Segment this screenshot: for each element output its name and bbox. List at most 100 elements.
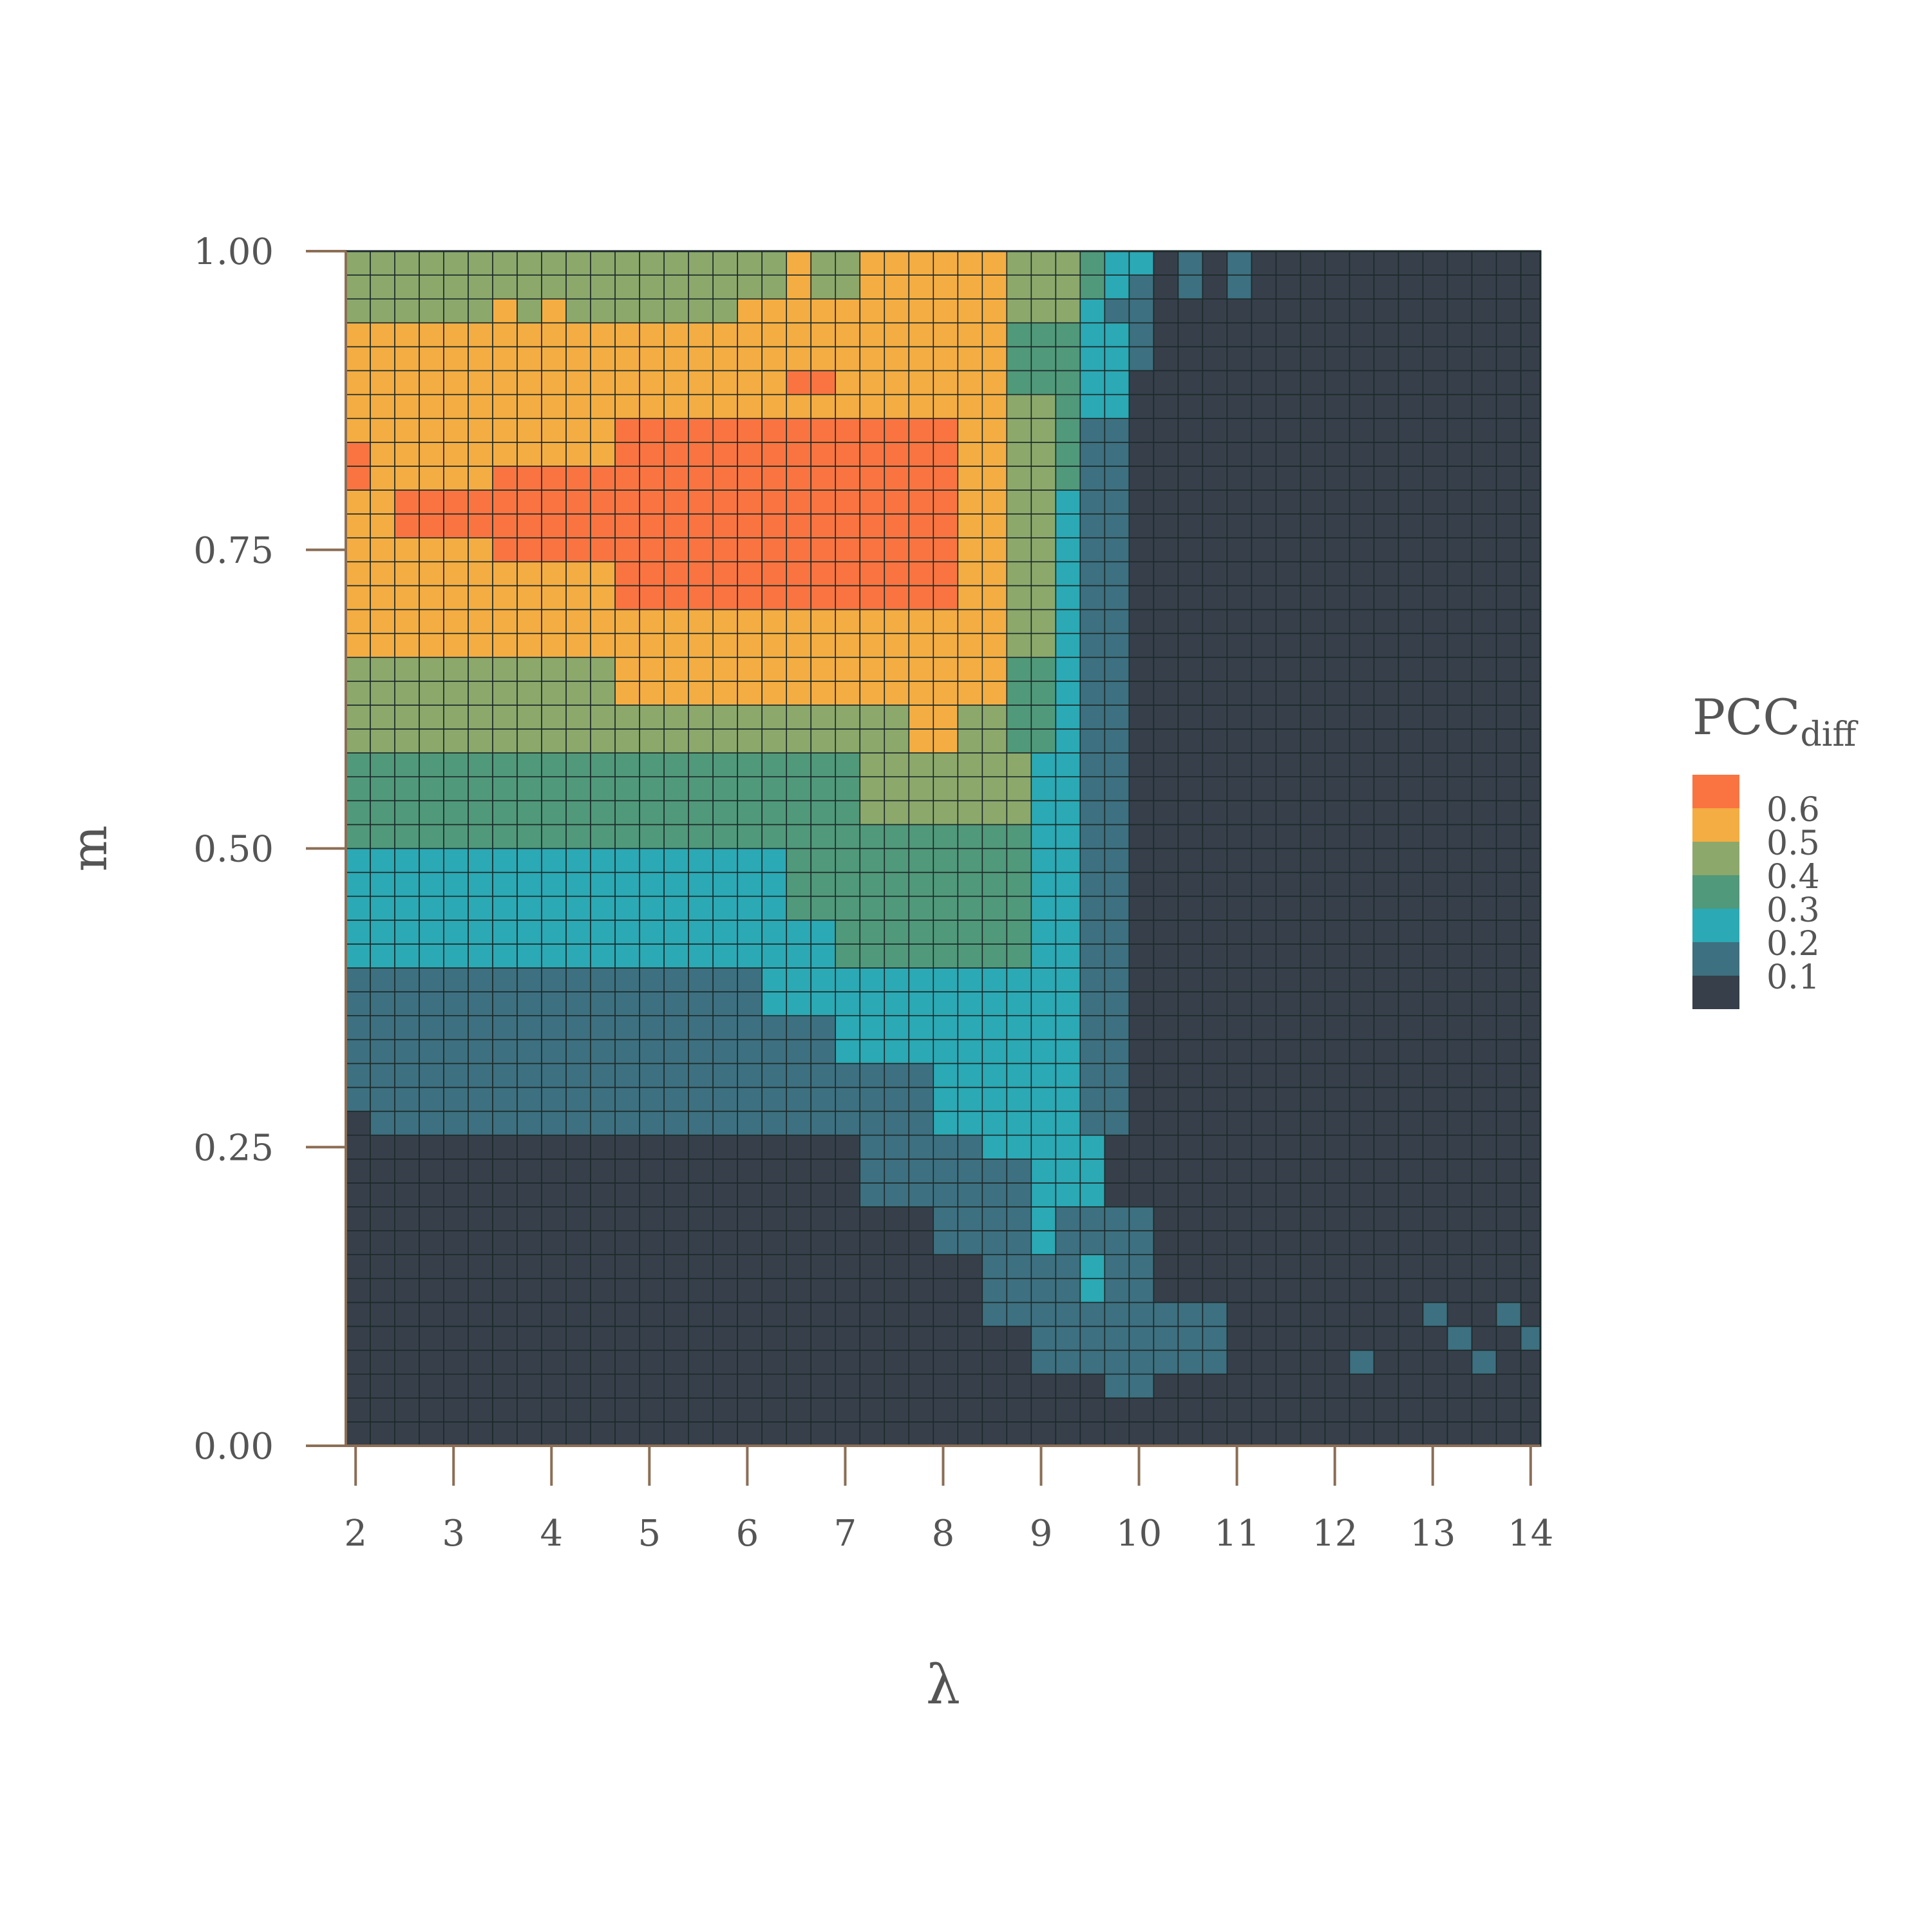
heatmap-cell (492, 705, 518, 730)
heatmap-cell (712, 609, 738, 634)
heatmap-cell (492, 1039, 518, 1065)
heatmap-cell (835, 274, 861, 300)
heatmap-cell (1471, 537, 1497, 563)
heatmap-cell (1006, 489, 1032, 515)
heatmap-cell (957, 871, 983, 897)
heatmap-cell (419, 1039, 444, 1065)
heatmap-cell (1055, 1039, 1081, 1065)
heatmap-cell (1300, 705, 1326, 730)
heatmap-cell (761, 824, 788, 849)
heatmap-cell (1202, 1015, 1228, 1041)
heatmap-cell (443, 1302, 469, 1327)
heatmap-cell (1030, 1159, 1057, 1184)
heatmap-cell (1495, 561, 1522, 587)
heatmap-cell (1128, 1039, 1155, 1065)
heatmap-cell (957, 537, 983, 563)
heatmap-cell (1446, 705, 1473, 730)
heatmap-cell (1177, 1325, 1204, 1351)
heatmap-cell (468, 251, 493, 276)
heatmap-cell (1397, 920, 1424, 945)
heatmap-cell (688, 609, 714, 634)
heatmap-cell (1079, 1254, 1106, 1280)
heatmap-cell (419, 489, 444, 515)
heatmap-cell (1422, 609, 1448, 634)
heatmap-cell (1373, 1302, 1399, 1327)
heatmap-cell (565, 1039, 591, 1065)
heatmap-cell (1397, 1397, 1424, 1423)
heatmap-cell (614, 513, 640, 538)
heatmap-cell (1226, 991, 1253, 1016)
heatmap-cell (443, 1254, 469, 1280)
heatmap-cell (590, 298, 616, 324)
heatmap-cell (835, 322, 861, 348)
heatmap-cell (1324, 1373, 1350, 1399)
heatmap-cell (639, 1325, 665, 1351)
heatmap-cell (1030, 800, 1057, 826)
heatmap-cell (1153, 1397, 1179, 1423)
heatmap-cell (981, 1159, 1008, 1184)
heatmap-cell (1030, 681, 1057, 706)
heatmap-cell (712, 489, 738, 515)
heatmap-cell (1006, 561, 1032, 587)
heatmap-cell (1349, 1039, 1375, 1065)
heatmap-cell (565, 1182, 591, 1208)
heatmap-cell (1373, 1134, 1399, 1160)
heatmap-cell (1495, 632, 1522, 658)
x-tick-label: 2 (344, 1513, 367, 1555)
heatmap-cell (394, 585, 420, 611)
heatmap-cell (933, 346, 959, 372)
heatmap-cell (1055, 1134, 1081, 1160)
heatmap-cell (419, 728, 444, 753)
heatmap-cell (614, 417, 640, 443)
heatmap-cell (810, 609, 837, 634)
heatmap-cell (884, 1254, 910, 1280)
heatmap-cell (1104, 537, 1130, 563)
heatmap-cell (1495, 298, 1522, 324)
heatmap-cell (419, 370, 444, 395)
heatmap-cell (1349, 824, 1375, 849)
heatmap-cell (761, 1302, 788, 1327)
heatmap-cell (859, 728, 886, 753)
x-axis-label: λ (926, 1653, 960, 1716)
heatmap-cell (835, 943, 861, 969)
heatmap-cell (1471, 1373, 1497, 1399)
heatmap-cell (761, 776, 788, 802)
heatmap-cell (908, 656, 934, 682)
heatmap-cell (1422, 920, 1448, 945)
heatmap-cell (565, 1086, 591, 1112)
heatmap-cell (1202, 776, 1228, 802)
heatmap-cell (957, 417, 983, 443)
heatmap-cell (639, 1110, 665, 1136)
heatmap-cell (541, 776, 567, 802)
heatmap-cell (1471, 1254, 1497, 1280)
heatmap-cell (981, 513, 1008, 538)
heatmap-cell (1202, 920, 1228, 945)
heatmap-cell (663, 1110, 689, 1136)
heatmap-cell (468, 1182, 493, 1208)
heatmap-cell (981, 848, 1008, 873)
heatmap-cell (1055, 632, 1081, 658)
heatmap-cell (1300, 537, 1326, 563)
heatmap-cell (981, 322, 1008, 348)
heatmap-cell (835, 561, 861, 587)
heatmap-cell (468, 1110, 493, 1136)
heatmap-cell (1422, 585, 1448, 611)
heatmap-cell (1520, 609, 1541, 634)
heatmap-cell (443, 393, 469, 419)
heatmap-cell (933, 1159, 959, 1184)
heatmap-cell (590, 1278, 616, 1303)
x-tick-label: 13 (1410, 1513, 1455, 1555)
heatmap-cell (639, 991, 665, 1016)
heatmap-cell (345, 800, 371, 826)
heatmap-cell (859, 1325, 886, 1351)
heatmap-cell (394, 1302, 420, 1327)
heatmap-cell (1006, 466, 1032, 491)
heatmap-cell (345, 848, 371, 873)
heatmap-cell (688, 920, 714, 945)
heatmap-cell (1177, 466, 1204, 491)
heatmap-cell (370, 991, 395, 1016)
heatmap-cell (737, 991, 763, 1016)
heatmap-cell (737, 920, 763, 945)
heatmap-cell (1373, 824, 1399, 849)
heatmap-cell (688, 298, 714, 324)
